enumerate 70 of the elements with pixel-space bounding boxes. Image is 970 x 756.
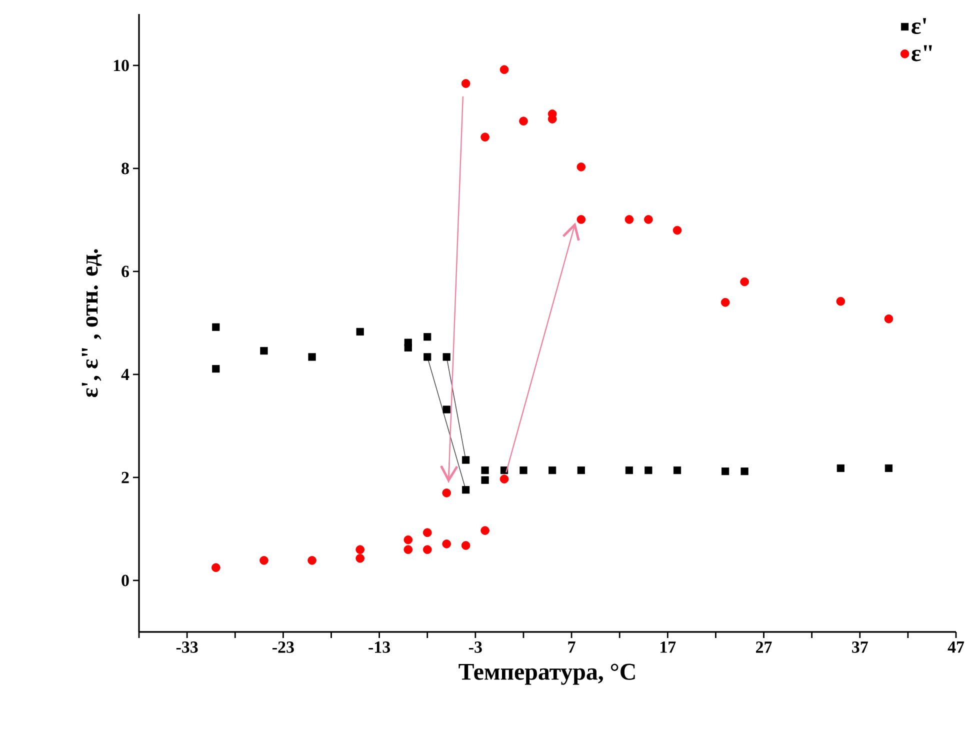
point — [424, 333, 432, 341]
point — [212, 365, 220, 373]
x-tick-label: -3 — [468, 642, 482, 653]
x-tick-label: -33 — [176, 642, 198, 653]
point — [519, 116, 528, 126]
point — [260, 346, 268, 355]
point — [740, 468, 748, 476]
point — [404, 545, 413, 554]
point — [672, 226, 682, 235]
point — [673, 466, 682, 474]
point — [884, 314, 894, 324]
x-tick-label: 27 — [756, 642, 772, 653]
point — [404, 535, 413, 544]
point — [836, 296, 846, 306]
point — [624, 215, 634, 224]
point — [625, 466, 634, 474]
point — [308, 353, 316, 361]
point — [260, 556, 268, 565]
x-axis-title: Температура, °C — [458, 664, 635, 685]
point — [576, 162, 586, 172]
point — [884, 464, 893, 472]
point — [644, 466, 652, 474]
point — [722, 468, 730, 476]
point — [481, 476, 489, 484]
point — [462, 486, 470, 494]
y-axis-title: ε', ε" , отн. ед. — [82, 249, 102, 398]
point — [308, 556, 316, 565]
x-tick-label: 17 — [660, 642, 676, 653]
point — [480, 132, 490, 142]
point — [520, 466, 528, 474]
point — [404, 338, 412, 346]
point — [481, 466, 489, 474]
legend-label: ε' — [912, 18, 926, 34]
point — [442, 540, 451, 548]
point — [480, 526, 490, 535]
point — [461, 79, 470, 88]
legend-label: ε" — [912, 45, 932, 62]
y-tick-label: 6 — [122, 266, 129, 278]
point — [836, 464, 844, 472]
point — [212, 323, 220, 331]
point — [442, 488, 451, 498]
point — [500, 65, 509, 74]
point — [424, 353, 432, 361]
x-tick-label: 7 — [568, 642, 576, 653]
point — [442, 406, 450, 414]
point — [740, 277, 749, 286]
point — [720, 298, 730, 307]
x-tick-label: -13 — [368, 642, 390, 653]
point — [422, 545, 432, 554]
point — [576, 215, 586, 224]
x-tick-label: 47 — [948, 642, 964, 653]
y-tick-label: 10 — [114, 60, 129, 72]
point — [577, 466, 585, 474]
x-tick-label: -23 — [272, 642, 294, 653]
point — [644, 215, 653, 224]
point — [442, 353, 450, 361]
point — [356, 554, 364, 563]
y-tick-label: 4 — [121, 368, 130, 380]
y-tick-label: 0 — [122, 574, 129, 586]
point — [548, 466, 556, 474]
point — [461, 541, 470, 550]
point — [356, 328, 364, 336]
y-tick-label: 8 — [122, 162, 129, 174]
point — [212, 563, 220, 572]
x-tick-label: 37 — [852, 642, 868, 653]
y-tick-label: 2 — [122, 472, 129, 484]
point — [356, 545, 364, 554]
point — [500, 474, 509, 484]
point — [462, 456, 470, 464]
point — [422, 528, 432, 537]
